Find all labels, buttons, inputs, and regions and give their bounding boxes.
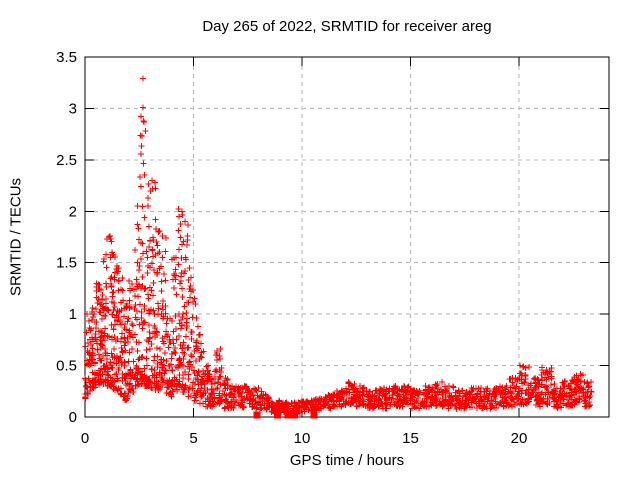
- svg-text:3: 3: [69, 100, 77, 117]
- svg-text:2.5: 2.5: [56, 152, 77, 169]
- x-axis-label: GPS time / hours: [289, 452, 405, 469]
- svg-text:15: 15: [402, 430, 419, 447]
- svg-text:10: 10: [294, 430, 311, 447]
- svg-text:3.5: 3.5: [56, 49, 77, 66]
- chart-title: Day 265 of 2022, SRMTID for receiver are…: [202, 18, 492, 35]
- svg-text:0.5: 0.5: [56, 358, 77, 375]
- svg-text:1: 1: [69, 306, 77, 323]
- svg-text:1.5: 1.5: [56, 255, 77, 272]
- svg-text:0: 0: [69, 409, 77, 426]
- svg-text:2: 2: [69, 203, 77, 220]
- svg-text:0: 0: [81, 430, 89, 447]
- svg-text:20: 20: [511, 430, 528, 447]
- svg-text:5: 5: [189, 430, 197, 447]
